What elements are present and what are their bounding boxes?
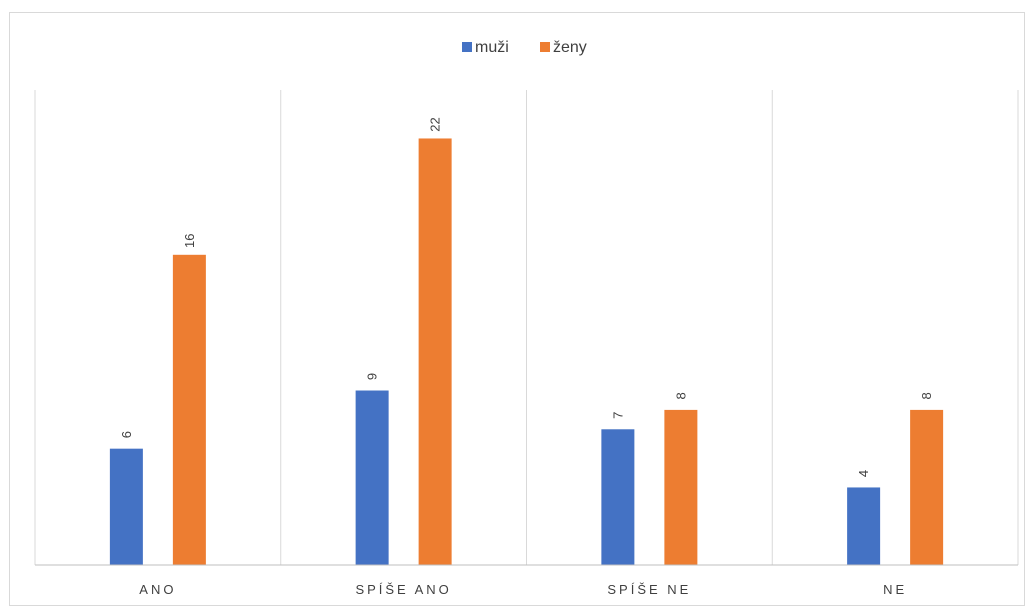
bars [109, 138, 944, 566]
data-label: 22 [428, 117, 443, 131]
legend-label: ženy [553, 39, 587, 56]
category-grid [34, 90, 1019, 565]
data-labels: 6 16 9 22 7 8 4 8 [119, 117, 934, 477]
category-label: SPÍŠE NE [607, 582, 691, 597]
data-label: 16 [182, 234, 197, 248]
bar-ženy-spíše-ano [418, 138, 452, 565]
legend-swatch-ženy [540, 42, 550, 52]
data-label: 8 [919, 392, 934, 399]
bar-ženy-ne [910, 409, 944, 565]
bar-muži-spíše-ne [601, 429, 635, 565]
data-label: 9 [365, 373, 380, 380]
category-label: NE [883, 582, 907, 597]
bar-ženy-spíše-ne [664, 409, 698, 565]
data-label: 7 [610, 412, 625, 419]
category-label: ANO [139, 582, 176, 597]
bar-muži-ne [847, 487, 881, 565]
data-label: 4 [856, 470, 871, 477]
data-label: 6 [119, 431, 134, 438]
bar-muži-spíše-ano [355, 390, 389, 565]
category-label: SPÍŠE ANO [355, 582, 451, 597]
legend-label: muži [475, 39, 509, 56]
category-labels: ANO SPÍŠE ANO SPÍŠE NE NE [139, 582, 907, 597]
legend: muži ženy [462, 39, 587, 56]
bar-muži-ano [109, 448, 143, 565]
bar-ženy-ano [172, 254, 206, 566]
legend-swatch-muži [462, 42, 472, 52]
data-label: 8 [673, 392, 688, 399]
